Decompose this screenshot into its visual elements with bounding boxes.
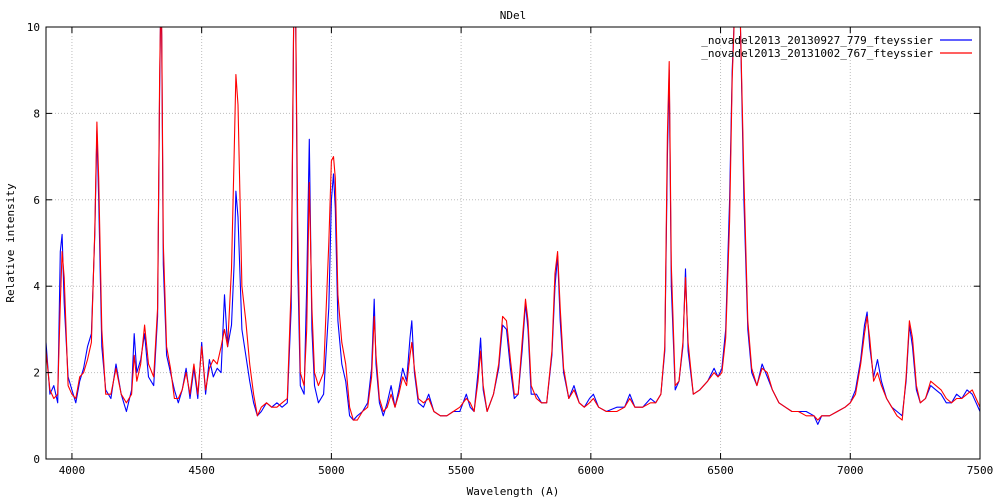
y-tick-label: 0 (33, 453, 40, 466)
y-tick-label: 10 (27, 21, 40, 34)
x-tick-label: 6000 (578, 464, 605, 477)
series-line-1 (46, 27, 980, 425)
y-axis-title: Relative intensity (4, 183, 17, 303)
chart-title: NDel (500, 9, 527, 22)
x-tick-label: 6500 (707, 464, 734, 477)
legend-label-2: _novadel2013_20131002_767_fteyssier (701, 47, 933, 60)
legend: _novadel2013_20130927_779_fteyssier_nova… (701, 34, 972, 60)
x-tick-label: 7500 (967, 464, 994, 477)
y-tick-label: 2 (33, 367, 40, 380)
axis-ticks: 4000 4500 5000 5500 6000 6500 7000 7500 0 2 4 6 8 10 (27, 21, 994, 477)
y-tick-label: 4 (33, 280, 40, 293)
x-axis-title: Wavelength (A) (467, 485, 560, 498)
x-tick-label: 4000 (59, 464, 86, 477)
series-layer (46, 27, 980, 425)
x-tick-label: 5000 (318, 464, 345, 477)
legend-label-1: _novadel2013_20130927_779_fteyssier (701, 34, 933, 47)
y-tick-label: 6 (33, 194, 40, 207)
x-tick-label: 4500 (188, 464, 215, 477)
grid-lines (46, 27, 980, 459)
plot-frame (45, 26, 981, 460)
x-tick-label: 7000 (837, 464, 864, 477)
series-line-2 (46, 27, 980, 421)
y-tick-label: 8 (33, 107, 40, 120)
x-tick-label: 5500 (448, 464, 475, 477)
